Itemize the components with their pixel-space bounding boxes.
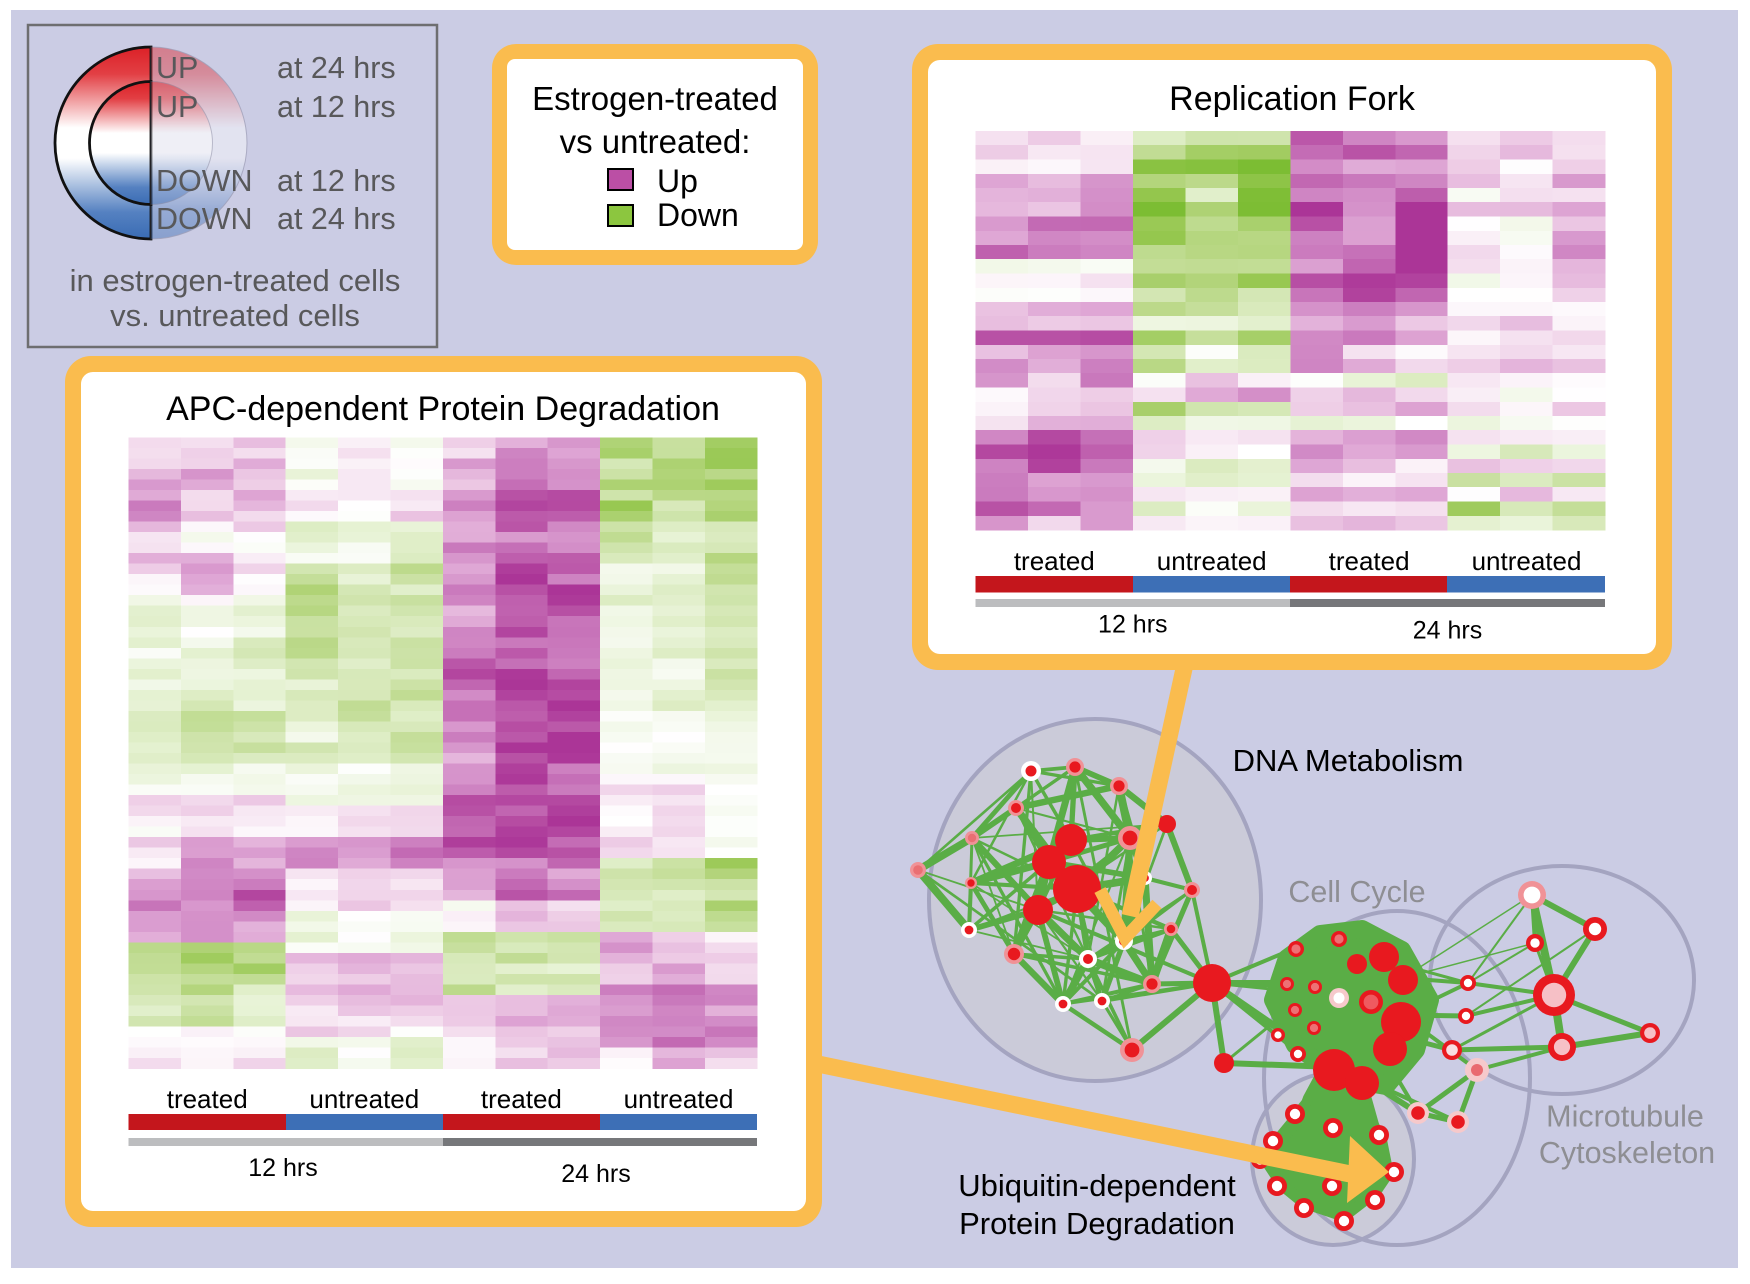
svg-text:Ubiquitin-dependent: Ubiquitin-dependent [958,1168,1236,1203]
svg-text:vs. untreated cells: vs. untreated cells [110,298,360,333]
svg-text:Microtubule: Microtubule [1546,1100,1704,1134]
svg-text:Estrogen-treated: Estrogen-treated [532,80,778,117]
svg-text:treated: treated [1329,546,1410,576]
svg-text:at 12 hrs: at 12 hrs [277,90,396,124]
svg-text:at 24 hrs: at 24 hrs [277,202,396,236]
svg-text:APC-dependent Protein Degradat: APC-dependent Protein Degradation [166,390,720,428]
svg-text:Cytoskeleton: Cytoskeleton [1539,1136,1715,1170]
svg-text:treated: treated [481,1084,562,1114]
svg-text:untreated: untreated [1472,546,1582,576]
svg-text:Cell Cycle: Cell Cycle [1288,875,1425,909]
svg-text:vs untreated:: vs untreated: [560,123,751,160]
svg-text:DNA Metabolism: DNA Metabolism [1233,743,1464,778]
svg-text:Up: Up [657,163,698,199]
svg-text:12 hrs: 12 hrs [248,1154,317,1182]
svg-text:untreated: untreated [1157,546,1267,576]
svg-text:in estrogen-treated cells: in estrogen-treated cells [70,263,401,298]
svg-text:Down: Down [657,197,739,233]
svg-text:24 hrs: 24 hrs [561,1160,630,1188]
svg-text:untreated: untreated [309,1084,419,1114]
svg-text:at 12 hrs: at 12 hrs [277,164,396,198]
svg-text:treated: treated [1014,546,1095,576]
svg-text:at 24 hrs: at 24 hrs [277,51,396,85]
svg-text:treated: treated [167,1084,248,1114]
svg-text:Replication Fork: Replication Fork [1169,80,1416,118]
svg-text:DOWN: DOWN [156,164,253,198]
svg-text:24 hrs: 24 hrs [1413,617,1482,645]
svg-text:DOWN: DOWN [156,202,253,236]
svg-text:UP: UP [156,90,198,124]
svg-text:Protein Degradation: Protein Degradation [959,1206,1235,1241]
svg-text:UP: UP [156,51,198,85]
svg-text:12 hrs: 12 hrs [1098,611,1167,639]
svg-text:untreated: untreated [624,1084,734,1114]
